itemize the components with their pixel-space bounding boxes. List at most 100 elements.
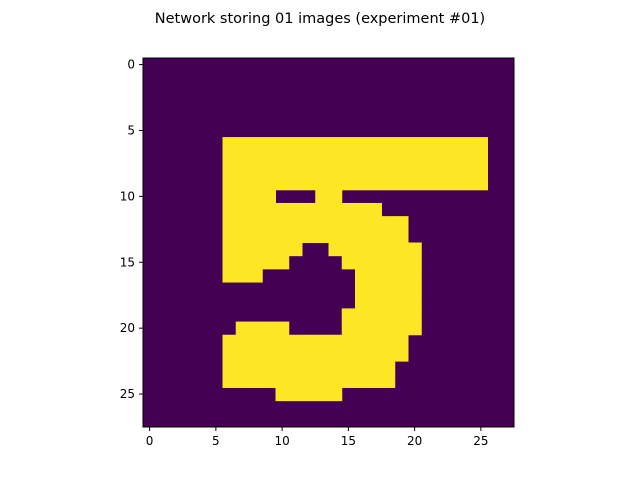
heatmap-cell: [275, 216, 290, 230]
heatmap-cell: [302, 202, 316, 217]
heatmap-cell: [235, 229, 250, 243]
heatmap-cell: [381, 216, 396, 230]
heatmap-cell: [421, 150, 435, 164]
heatmap-cell: [249, 374, 263, 388]
heatmap-cell: [222, 150, 237, 164]
heatmap-cell: [341, 334, 356, 349]
heatmap-cell: [408, 268, 422, 283]
heatmap-cell: [328, 242, 343, 257]
heatmap-cell: [288, 347, 303, 362]
heatmap-cell: [315, 216, 329, 230]
heatmap-cell: [315, 176, 329, 191]
heatmap-cell: [222, 202, 237, 217]
heatmap-cell: [315, 150, 329, 164]
axes-frame: [142, 57, 515, 428]
heatmap-cell: [302, 137, 316, 151]
heatmap-cell: [368, 163, 382, 178]
y-axis: 0 5 10 15 20 25: [120, 58, 143, 401]
heatmap-cell: [275, 321, 290, 336]
heatmap-cell: [235, 189, 250, 204]
heatmap-cell: [328, 229, 343, 243]
x-tick-label: 15: [341, 434, 356, 448]
heatmap-cell: [328, 374, 343, 388]
heatmap-cell: [328, 202, 343, 217]
heatmap-cell: [368, 229, 382, 243]
heatmap-cell: [315, 202, 329, 217]
heatmap-cell: [368, 334, 382, 349]
heatmap-cell: [341, 163, 356, 178]
heatmap-cell: [315, 163, 329, 178]
heatmap-cell: [381, 347, 396, 362]
heatmap-cell: [394, 347, 409, 362]
heatmap-cell: [394, 137, 409, 151]
heatmap-cell: [262, 176, 276, 191]
heatmap-cell: [355, 176, 369, 191]
heatmap-cell: [222, 347, 237, 362]
heatmap-cell: [315, 334, 329, 349]
heatmap-cell: [235, 268, 250, 283]
heatmap-cell: [461, 137, 475, 151]
x-tick-label: 10: [274, 434, 289, 448]
heatmap-cell: [262, 347, 276, 362]
heatmap-cell: [461, 176, 475, 191]
heatmap-cell: [249, 176, 263, 191]
heatmap-cell: [262, 255, 276, 270]
heatmap-cell: [275, 242, 290, 257]
heatmap-cell: [474, 176, 488, 191]
heatmap-cell: [341, 202, 356, 217]
heatmap-cell: [381, 321, 396, 336]
heatmap-cell: [381, 255, 396, 270]
heatmap-cell: [275, 163, 290, 178]
heatmap-cell: [262, 137, 276, 151]
heatmap-cell: [408, 242, 422, 257]
heatmap-cell: [275, 374, 290, 388]
heatmap-cell: [302, 334, 316, 349]
heatmap-cell: [408, 255, 422, 270]
heatmap-cell: [235, 176, 250, 191]
heatmap-cell: [302, 216, 316, 230]
heatmap-cell: [355, 334, 369, 349]
heatmap-cell: [235, 334, 250, 349]
heatmap-cell: [262, 242, 276, 257]
heatmap-cell: [328, 137, 343, 151]
heatmap-cell: [235, 255, 250, 270]
heatmap-cell: [222, 255, 237, 270]
heatmap-cell: [381, 268, 396, 283]
heatmap-cell: [315, 137, 329, 151]
heatmap-cell: [355, 282, 369, 296]
heatmap-cell: [394, 308, 409, 323]
heatmap-cell: [474, 163, 488, 178]
heatmap-cell: [447, 163, 462, 178]
heatmap-cell: [249, 202, 263, 217]
heatmap-cell: [288, 361, 303, 375]
heatmap-cell: [262, 202, 276, 217]
heatmap-cell: [368, 216, 382, 230]
heatmap-cell: [421, 176, 435, 191]
heatmap-cell: [408, 321, 422, 336]
heatmap-cell: [275, 150, 290, 164]
heatmap-cell: [341, 361, 356, 375]
heatmap-cell: [222, 361, 237, 375]
heatmap-cell: [222, 334, 237, 349]
heatmap-cell: [275, 387, 290, 402]
heatmap-cell: [341, 308, 356, 323]
heatmap-cell: [302, 150, 316, 164]
heatmap-cell: [447, 176, 462, 191]
heatmap-cell: [222, 242, 237, 257]
x-tick-label: 5: [212, 434, 220, 448]
heatmap-cell: [275, 334, 290, 349]
heatmap-cell: [249, 268, 263, 283]
heatmap-cell: [262, 150, 276, 164]
heatmap-cell: [249, 242, 263, 257]
heatmap-cell: [315, 361, 329, 375]
heatmap-cell: [381, 163, 396, 178]
y-tick-label: 5: [127, 123, 135, 137]
heatmap-cell: [302, 374, 316, 388]
heatmap-cell: [222, 163, 237, 178]
heatmap-cell: [408, 163, 422, 178]
heatmap-cell: [355, 268, 369, 283]
x-tick-label: 20: [407, 434, 422, 448]
heatmap-cell: [222, 176, 237, 191]
heatmap-cell: [328, 189, 343, 204]
heatmap-cell: [368, 202, 382, 217]
